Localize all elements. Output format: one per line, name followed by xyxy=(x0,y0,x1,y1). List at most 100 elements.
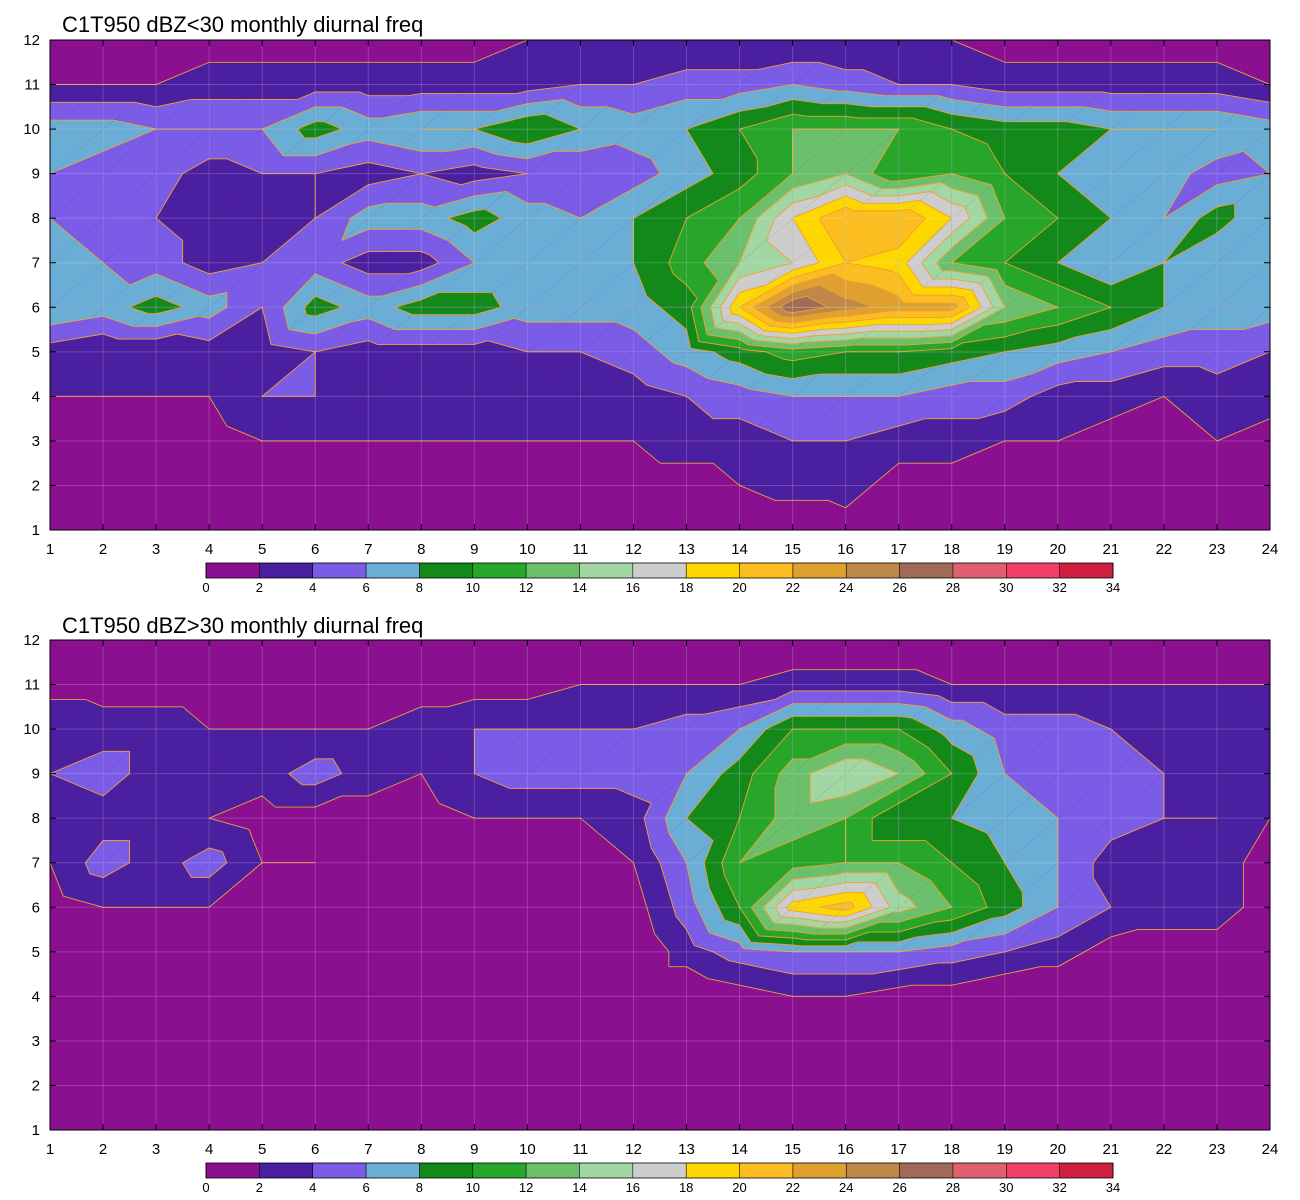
colorbar-label: 22 xyxy=(786,1180,800,1195)
x-tick-label: 21 xyxy=(1103,541,1120,558)
colorbar-swatch xyxy=(846,1163,901,1178)
y-tick-label: 5 xyxy=(32,944,40,961)
x-tick-label: 13 xyxy=(678,1141,695,1158)
colorbar-label: 22 xyxy=(786,580,800,595)
colorbar-label: 2 xyxy=(256,1180,263,1195)
x-tick-label: 18 xyxy=(943,541,960,558)
x-tick-label: 19 xyxy=(996,541,1013,558)
y-tick-label: 7 xyxy=(32,855,40,872)
colorbar-swatch xyxy=(899,1163,954,1178)
colorbar-swatch xyxy=(312,563,367,578)
colorbar-label: 4 xyxy=(309,1180,316,1195)
x-tick-label: 12 xyxy=(625,541,642,558)
colorbar-label: 4 xyxy=(309,580,316,595)
colorbar-swatch xyxy=(792,1163,847,1178)
colorbar-label: 14 xyxy=(572,580,586,595)
colorbar-label: 6 xyxy=(362,580,369,595)
colorbar-swatch xyxy=(952,1163,1007,1178)
colorbar-swatch xyxy=(952,563,1007,578)
colorbar-label: 14 xyxy=(572,1180,586,1195)
colorbar-swatch xyxy=(846,563,901,578)
x-tick-label: 6 xyxy=(311,541,319,558)
y-tick-label: 2 xyxy=(32,477,40,494)
colorbar-label: 34 xyxy=(1106,580,1120,595)
colorbar-label: 24 xyxy=(839,580,853,595)
contour-band xyxy=(898,306,953,311)
x-tick-label: 3 xyxy=(152,1141,160,1158)
colorbar-label: 6 xyxy=(362,1180,369,1195)
contour-fill xyxy=(49,639,1271,1131)
colorbar-label: 16 xyxy=(626,580,640,595)
colorbar-swatch xyxy=(1059,563,1114,578)
colorbar-label: 16 xyxy=(626,1180,640,1195)
y-tick-label: 5 xyxy=(32,344,40,361)
y-tick-label: 2 xyxy=(32,1077,40,1094)
colorbar-label: 30 xyxy=(999,1180,1013,1195)
y-tick-label: 8 xyxy=(32,210,40,227)
y-tick-label: 12 xyxy=(23,32,40,49)
colorbar-label: 34 xyxy=(1106,1180,1120,1195)
colorbar-swatch xyxy=(1006,1163,1061,1178)
y-tick-label: 11 xyxy=(24,677,40,694)
x-tick-label: 20 xyxy=(1049,1141,1066,1158)
colorbar-label: 20 xyxy=(732,580,746,595)
y-tick-label: 1 xyxy=(32,522,40,539)
x-tick-label: 17 xyxy=(890,1141,907,1158)
x-tick-label: 2 xyxy=(99,541,107,558)
x-tick-label: 22 xyxy=(1156,541,1173,558)
x-tick-label: 23 xyxy=(1209,1141,1226,1158)
colorbar-swatch xyxy=(259,1163,314,1178)
x-tick-label: 9 xyxy=(470,1141,478,1158)
x-tick-label: 10 xyxy=(519,541,536,558)
x-tick-label: 22 xyxy=(1156,1141,1173,1158)
colorbar-swatch xyxy=(686,563,741,578)
colorbar-label: 28 xyxy=(946,1180,960,1195)
x-tick-label: 18 xyxy=(943,1141,960,1158)
contour-fill xyxy=(49,39,1271,531)
x-tick-label: 14 xyxy=(731,1141,748,1158)
y-tick-label: 4 xyxy=(32,988,40,1005)
x-tick-label: 1 xyxy=(46,1141,54,1158)
x-tick-label: 14 xyxy=(731,541,748,558)
colorbar-label: 12 xyxy=(519,1180,533,1195)
x-tick-label: 23 xyxy=(1209,541,1226,558)
colorbar-swatch xyxy=(739,1163,794,1178)
x-tick-label: 11 xyxy=(573,1141,589,1158)
y-tick-label: 3 xyxy=(32,1033,40,1050)
x-tick-label: 4 xyxy=(205,541,213,558)
colorbar-label: 2 xyxy=(256,580,263,595)
colorbar-swatch xyxy=(899,563,954,578)
colorbar: 0 2 4 6 8 10 12 14 16 18 20 22 24 26 28 30 32 34 xyxy=(202,1162,1120,1195)
colorbar-swatch xyxy=(526,1163,580,1178)
chart-title: C1T950 dBZ<30 monthly diurnal freq xyxy=(62,12,423,37)
colorbar-swatch xyxy=(1059,1163,1114,1178)
x-tick-label: 24 xyxy=(1262,541,1279,558)
colorbar-label: 20 xyxy=(732,1180,746,1195)
colorbar-swatch xyxy=(472,1163,527,1178)
colorbar-swatch xyxy=(739,563,794,578)
x-tick-label: 17 xyxy=(890,541,907,558)
x-tick-label: 8 xyxy=(417,541,425,558)
y-tick-label: 6 xyxy=(32,899,40,916)
x-tick-label: 7 xyxy=(364,1141,372,1158)
colorbar-swatch xyxy=(526,563,580,578)
y-tick-label: 8 xyxy=(32,810,40,827)
colorbar-swatch xyxy=(206,1163,260,1178)
x-tick-label: 2 xyxy=(99,1141,107,1158)
colorbar-label: 32 xyxy=(1052,1180,1066,1195)
x-tick-label: 12 xyxy=(625,1141,642,1158)
y-tick-label: 9 xyxy=(32,166,40,183)
x-tick-label: 15 xyxy=(784,541,801,558)
colorbar-label: 0 xyxy=(202,580,209,595)
colorbar-swatch xyxy=(419,1163,474,1178)
x-tick-label: 16 xyxy=(837,541,854,558)
y-tick-label: 3 xyxy=(32,433,40,450)
colorbar-label: 8 xyxy=(416,1180,423,1195)
y-tick-label: 10 xyxy=(23,121,40,138)
y-tick-label: 1 xyxy=(32,1122,40,1139)
x-tick-label: 24 xyxy=(1262,1141,1279,1158)
colorbar-label: 28 xyxy=(946,580,960,595)
colorbar-swatch xyxy=(579,1163,634,1178)
